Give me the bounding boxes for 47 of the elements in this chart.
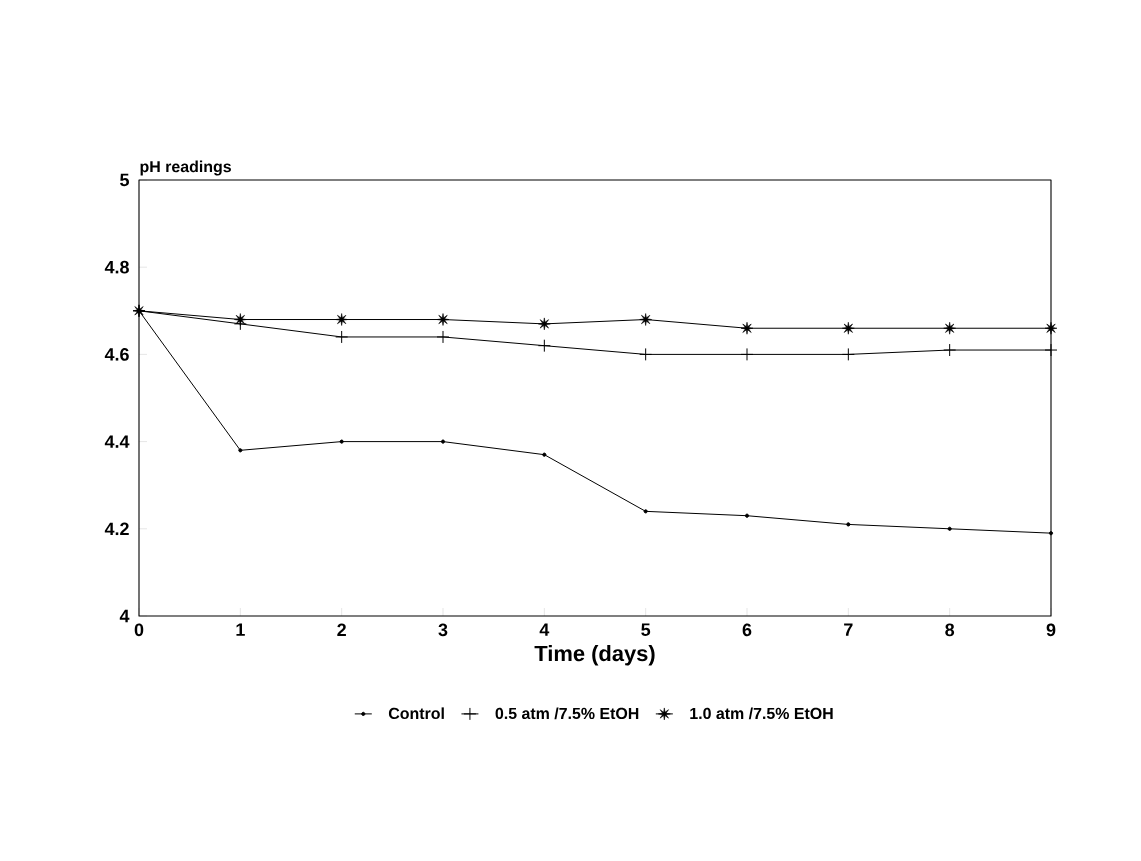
legend-label: Control bbox=[388, 707, 444, 720]
x-tick-label: 4 bbox=[539, 623, 550, 636]
x-tick-label: 5 bbox=[641, 623, 651, 637]
point bbox=[1044, 321, 1058, 335]
y-tick-label: 5 bbox=[120, 173, 129, 187]
point bbox=[335, 330, 349, 344]
y-tick-label: 4.8 bbox=[104, 260, 129, 274]
point bbox=[841, 347, 855, 361]
point bbox=[943, 321, 956, 335]
point bbox=[538, 317, 551, 331]
x-tick-label: 7 bbox=[844, 623, 853, 636]
y-tick-label: 4.4 bbox=[104, 435, 130, 448]
x-tick-label: 3 bbox=[438, 623, 448, 637]
point bbox=[643, 509, 648, 514]
point bbox=[1048, 531, 1054, 536]
x-tick-label: 0 bbox=[134, 623, 144, 637]
point bbox=[436, 330, 450, 344]
point bbox=[537, 339, 551, 353]
point bbox=[542, 452, 547, 457]
point bbox=[744, 513, 750, 518]
point bbox=[740, 321, 754, 335]
point bbox=[238, 448, 243, 453]
point bbox=[943, 343, 957, 357]
point bbox=[1044, 343, 1058, 357]
point bbox=[436, 313, 450, 326]
point bbox=[846, 522, 851, 527]
x-tick-label: 2 bbox=[337, 623, 346, 637]
x-tick-label: 6 bbox=[742, 623, 752, 637]
point bbox=[335, 313, 348, 326]
point bbox=[639, 347, 653, 361]
x-tick-label: 8 bbox=[945, 623, 955, 637]
x-tick-label: 9 bbox=[1046, 623, 1056, 637]
point bbox=[740, 347, 754, 361]
y-tick-label: 4.6 bbox=[104, 348, 129, 361]
point bbox=[440, 439, 446, 444]
point bbox=[639, 313, 652, 326]
y-tick-label: 4.2 bbox=[104, 522, 129, 536]
legend-label: 0.5 atm /7.5% EtOH bbox=[495, 707, 639, 720]
point bbox=[947, 526, 952, 531]
point bbox=[339, 439, 344, 444]
legend-label: 1.0 atm /7.5% EtOH bbox=[690, 707, 833, 720]
point bbox=[842, 321, 855, 335]
x-tick-label: 1 bbox=[236, 623, 245, 636]
y-tick-label: 4 bbox=[119, 609, 130, 623]
y-axis-title: pH readings bbox=[140, 160, 231, 176]
point bbox=[234, 313, 247, 326]
x-axis-title: Time (days) bbox=[534, 645, 655, 666]
